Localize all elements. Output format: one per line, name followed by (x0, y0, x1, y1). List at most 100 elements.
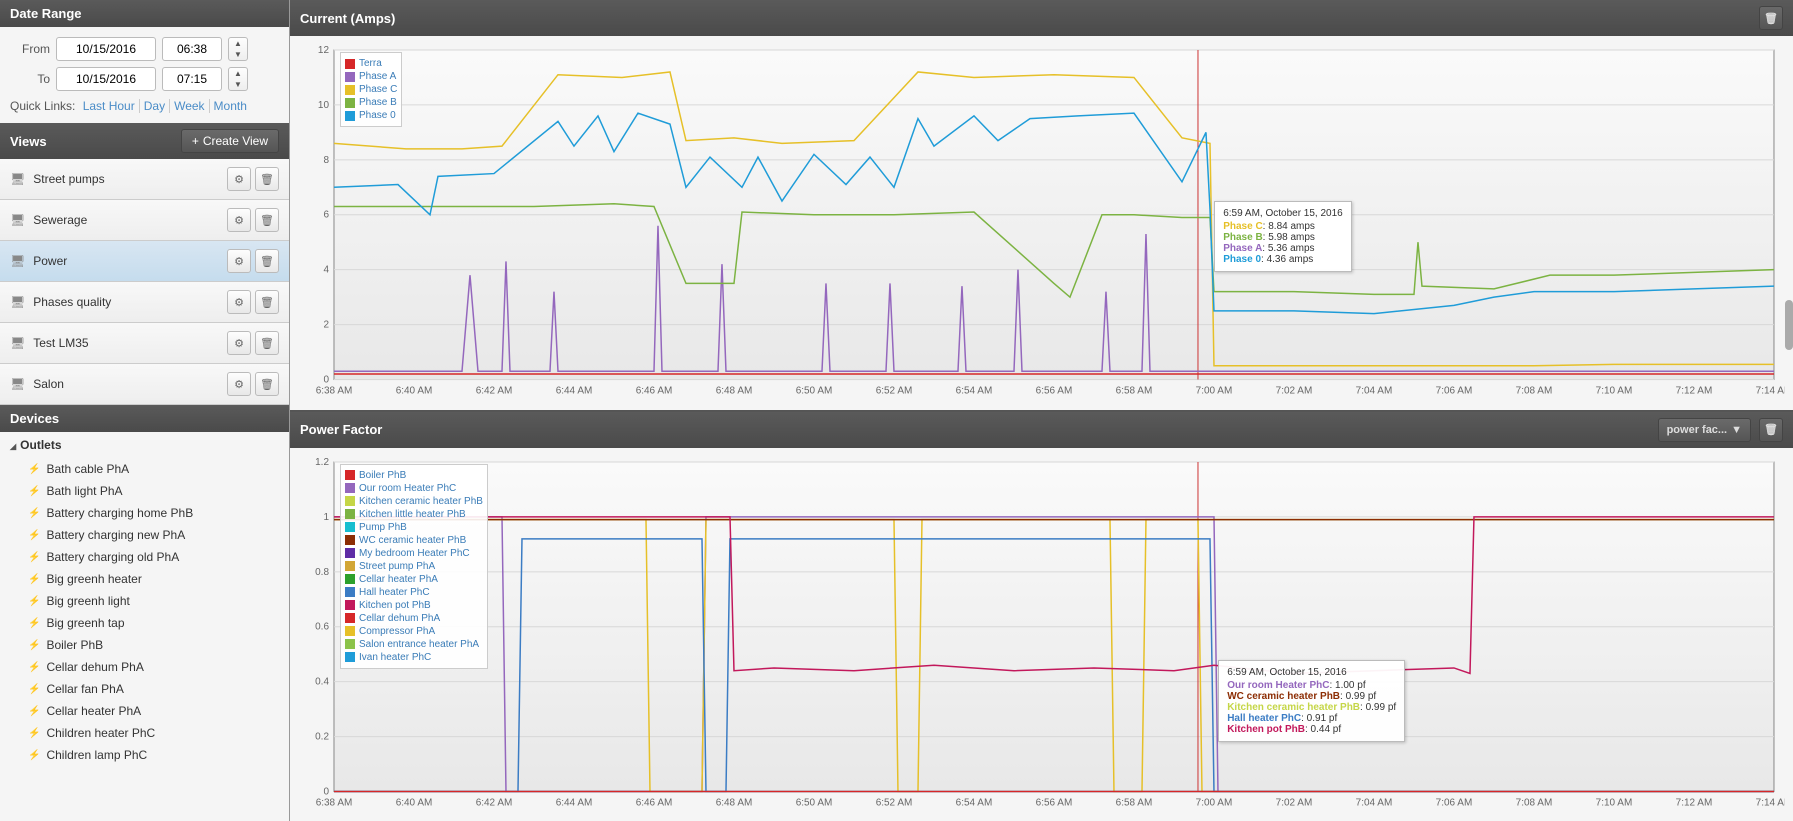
legend-item[interactable]: Compressor PhA (345, 625, 483, 638)
view-label: Salon (33, 377, 223, 391)
svg-text:7:06 AM: 7:06 AM (1436, 797, 1473, 808)
svg-text:7:14 AM: 7:14 AM (1756, 797, 1785, 808)
from-spin-up[interactable]: ▲ (229, 38, 247, 49)
gear-icon[interactable]: ⚙ (227, 208, 251, 232)
svg-text:7:12 AM: 7:12 AM (1676, 797, 1713, 808)
gear-icon[interactable]: ⚙ (227, 372, 251, 396)
legend-item[interactable]: Phase A (345, 70, 397, 83)
svg-text:0.2: 0.2 (315, 731, 329, 742)
trash-icon[interactable]: 🗑 (255, 372, 279, 396)
svg-text:6:38 AM: 6:38 AM (316, 797, 353, 808)
views-list: 🖥 Street pumps ⚙ 🗑🖥 Sewerage ⚙ 🗑🖥 Power … (0, 159, 289, 405)
gear-icon[interactable]: ⚙ (227, 331, 251, 355)
view-label: Test LM35 (33, 336, 223, 350)
view-item-test-lm35[interactable]: 🖥 Test LM35 ⚙ 🗑 (0, 323, 289, 364)
device-item[interactable]: Big greenh tap (0, 612, 289, 634)
quick-link-day[interactable]: Day (140, 99, 170, 113)
from-spin-down[interactable]: ▼ (229, 49, 247, 60)
quick-link-week[interactable]: Week (170, 99, 209, 113)
legend-item[interactable]: Cellar heater PhA (345, 573, 483, 586)
from-time-input[interactable] (162, 37, 222, 61)
chart-powerfactor-canvas[interactable]: 00.20.40.60.811.26:38 AM6:40 AM6:42 AM6:… (298, 456, 1785, 814)
view-label: Power (33, 254, 223, 268)
device-item[interactable]: Cellar dehum PhA (0, 656, 289, 678)
legend-item[interactable]: Phase C (345, 83, 397, 96)
legend-item[interactable]: Salon entrance heater PhA (345, 638, 483, 651)
svg-text:7:10 AM: 7:10 AM (1596, 797, 1633, 808)
chart-current-canvas[interactable]: 0246810126:38 AM6:40 AM6:42 AM6:44 AM6:4… (298, 44, 1785, 402)
legend-item[interactable]: Kitchen ceramic heater PhB (345, 495, 483, 508)
device-item[interactable]: Boiler PhB (0, 634, 289, 656)
quick-link-last-hour[interactable]: Last Hour (79, 99, 140, 113)
legend-item[interactable]: My bedroom Heater PhC (345, 547, 483, 560)
legend-item[interactable]: Boiler PhB (345, 469, 483, 482)
chart-legend: Boiler PhB Our room Heater PhC Kitchen c… (340, 464, 488, 669)
device-item[interactable]: Children heater PhC (0, 722, 289, 744)
to-time-input[interactable] (162, 67, 222, 91)
device-item[interactable]: Battery charging new PhA (0, 524, 289, 546)
svg-text:7:02 AM: 7:02 AM (1276, 386, 1313, 397)
svg-text:6:40 AM: 6:40 AM (396, 797, 433, 808)
svg-text:6:52 AM: 6:52 AM (876, 797, 913, 808)
legend-item[interactable]: Street pump PhA (345, 560, 483, 573)
monitor-icon: 🖥 (10, 172, 25, 186)
view-item-sewerage[interactable]: 🖥 Sewerage ⚙ 🗑 (0, 200, 289, 241)
monitor-icon: 🖥 (10, 377, 25, 391)
trash-icon[interactable]: 🗑 (255, 331, 279, 355)
delete-chart-button[interactable]: 🗑 (1759, 6, 1783, 30)
quick-link-month[interactable]: Month (210, 99, 251, 113)
svg-text:7:12 AM: 7:12 AM (1676, 386, 1713, 397)
legend-item[interactable]: Hall heater PhC (345, 586, 483, 599)
to-spin-down[interactable]: ▼ (229, 79, 247, 90)
view-item-power[interactable]: 🖥 Power ⚙ 🗑 (0, 241, 289, 282)
svg-text:0.8: 0.8 (315, 566, 329, 577)
main-content: Current (Amps) 🗑 0246810126:38 AM6:40 AM… (290, 0, 1793, 821)
svg-text:0: 0 (323, 375, 329, 386)
devices-header: Devices (0, 405, 289, 432)
device-item[interactable]: Bath light PhA (0, 480, 289, 502)
legend-item[interactable]: Phase B (345, 96, 397, 109)
trash-icon[interactable]: 🗑 (255, 249, 279, 273)
from-spinner[interactable]: ▲▼ (228, 37, 248, 61)
trash-icon[interactable]: 🗑 (255, 167, 279, 191)
svg-text:6:46 AM: 6:46 AM (636, 797, 673, 808)
legend-item[interactable]: Pump PhB (345, 521, 483, 534)
chart-current-panel: Current (Amps) 🗑 0246810126:38 AM6:40 AM… (290, 0, 1793, 410)
create-view-button[interactable]: + Create View (181, 129, 279, 153)
view-item-street-pumps[interactable]: 🖥 Street pumps ⚙ 🗑 (0, 159, 289, 200)
legend-item[interactable]: Phase 0 (345, 109, 397, 122)
device-item[interactable]: Children lamp PhC (0, 744, 289, 766)
legend-item[interactable]: Our room Heater PhC (345, 482, 483, 495)
to-spinner[interactable]: ▲▼ (228, 67, 248, 91)
devices-group-outlets[interactable]: Outlets (0, 432, 289, 458)
legend-item[interactable]: Ivan heater PhC (345, 651, 483, 664)
monitor-icon: 🖥 (10, 213, 25, 227)
legend-item[interactable]: Kitchen pot PhB (345, 599, 483, 612)
svg-text:12: 12 (318, 45, 330, 56)
to-date-input[interactable] (56, 67, 156, 91)
gear-icon[interactable]: ⚙ (227, 249, 251, 273)
device-item[interactable]: Bath cable PhA (0, 458, 289, 480)
gear-icon[interactable]: ⚙ (227, 290, 251, 314)
legend-item[interactable]: Cellar dehum PhA (345, 612, 483, 625)
device-item[interactable]: Big greenh heater (0, 568, 289, 590)
delete-chart-button[interactable]: 🗑 (1759, 418, 1783, 442)
svg-text:7:08 AM: 7:08 AM (1516, 386, 1553, 397)
device-item[interactable]: Big greenh light (0, 590, 289, 612)
from-date-input[interactable] (56, 37, 156, 61)
legend-item[interactable]: WC ceramic heater PhB (345, 534, 483, 547)
svg-text:6:42 AM: 6:42 AM (476, 386, 513, 397)
legend-item[interactable]: Terra (345, 57, 397, 70)
device-item[interactable]: Cellar heater PhA (0, 700, 289, 722)
view-item-phases-quality[interactable]: 🖥 Phases quality ⚙ 🗑 (0, 282, 289, 323)
view-item-salon[interactable]: 🖥 Salon ⚙ 🗑 (0, 364, 289, 405)
chart-series-dropdown[interactable]: power fac... ▼ (1658, 418, 1751, 442)
legend-item[interactable]: Kitchen little heater PhB (345, 508, 483, 521)
device-item[interactable]: Battery charging home PhB (0, 502, 289, 524)
trash-icon[interactable]: 🗑 (255, 290, 279, 314)
to-spin-up[interactable]: ▲ (229, 68, 247, 79)
trash-icon[interactable]: 🗑 (255, 208, 279, 232)
device-item[interactable]: Battery charging old PhA (0, 546, 289, 568)
device-item[interactable]: Cellar fan PhA (0, 678, 289, 700)
gear-icon[interactable]: ⚙ (227, 167, 251, 191)
